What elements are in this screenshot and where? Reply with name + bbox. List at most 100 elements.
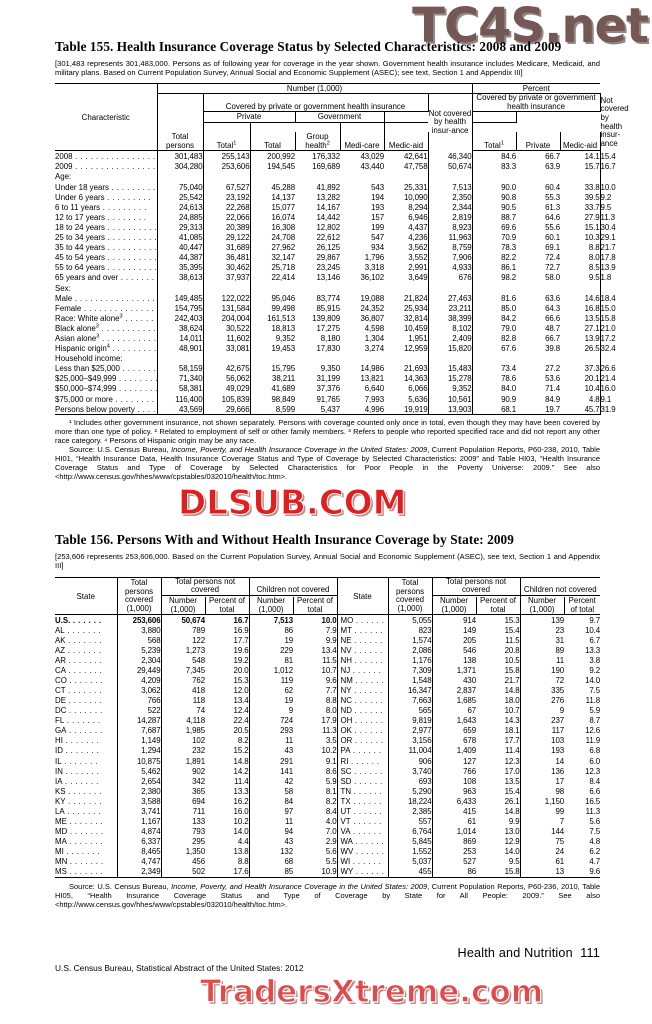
cell: 84.9 [545,394,561,404]
cell: 58,159 [157,363,204,374]
cell: 12,802 [316,222,340,232]
cell: 8.2 [293,796,338,807]
cell: 12.3 [476,756,521,767]
cell: 10.7 [476,705,521,716]
cell: 342 [192,776,205,786]
cell: 9.1 [293,756,338,767]
cell: 139,809 [312,313,340,323]
cell: 13,903 [428,403,473,415]
table-156-title: Table 156. Persons With and Without Heal… [55,532,514,547]
leader-dots: . . . . . . . [119,364,157,374]
cell: 365 [192,786,205,796]
cell: 30,522 [203,323,251,334]
cell: 18,224 [388,796,433,807]
cell: 69.1 [545,243,561,253]
cell: 27.2 [545,364,561,374]
state-label: OH . . . . . . [337,715,389,726]
table-row: MI . . . . . . . 8,465 1,350 13.8 132 5.6 WV … [55,846,601,857]
cell: 82.2 [501,253,517,263]
cell: 5.9 [589,706,601,716]
cell: 4,209 [117,675,162,686]
cell: 13.0 [476,826,521,837]
state-label: MI . . . . . . . [55,846,118,857]
cell: 8,923 [428,222,473,233]
cell: 694 [192,796,205,806]
cell: 7,513 [273,615,294,625]
state-label: TX . . . . . . [337,796,389,807]
cell: 11.5 [293,655,338,666]
cell: 82.8 [501,333,517,343]
row-label: $50,000–$74,999 . . . . . . . . . [55,383,158,394]
leader-dots: . . . . . . . [65,656,103,666]
cell: 2,409 [428,333,473,344]
cell: 78.3 [501,243,517,253]
page-footer-section: Health and Nutrition 111 [458,946,600,960]
cell [560,353,601,364]
cell: 16,308 [271,222,295,232]
state-label: OK . . . . . . [337,725,389,736]
cell: 5,290 [388,786,433,797]
table-row: AL . . . . . . . 3,880 789 16.9 86 7.9 MT . .… [55,625,600,636]
cell: 9.2 [589,666,601,676]
cell: 14.0 [585,676,601,686]
cell: 10.9 [293,866,338,878]
leader-dots: . . . . . . . . . [119,384,156,394]
cell: 12,959 [384,343,429,354]
cell: 295 [192,836,205,846]
cell [428,282,473,293]
cell: 190 [551,666,565,676]
cell: 8.0 [560,252,601,263]
cell: 72 [555,676,565,686]
table-row: Sex: [55,282,601,293]
cell: 200,992 [267,152,295,162]
table-155-source-pre: Source: U.S. Census Bureau, [69,445,172,455]
row-label: 25 to 34 years . . . . . . . . . . [55,232,158,243]
cell: 8,102 [428,323,473,334]
cell: 32,814 [384,312,429,323]
cell: 9.7 [589,615,601,625]
leader-dots: . . . . . . . [65,796,102,806]
cell: 17.9 [293,715,338,726]
leader-dots: . . . . . . [351,786,383,796]
cell: 237 [551,716,565,726]
th-government: Government [295,111,385,123]
leader-dots: . . . . . [137,404,156,414]
cell [203,353,251,364]
cell [250,353,295,363]
cell: 17,275 [316,323,340,333]
leader-dots: . . . . . . [351,696,384,706]
cell: 15,820 [428,343,473,354]
cell: 789 [192,625,205,635]
cell: 415 [463,806,477,816]
cell: 6,066 [384,383,429,394]
cell: 29,313 [157,222,204,233]
row-label: $75,000 or more . . . . . . . . . [55,393,158,404]
cell: 15.7 [560,161,601,172]
cell: 14.8 [476,685,521,696]
table-row: DC . . . . . . . 522 74 12.4 9 8.0 ND . . . .… [55,705,601,716]
cell: 64.3 [545,303,561,313]
state-label: FL . . . . . . . [55,715,118,726]
cell: 4,874 [117,826,162,837]
cell: 4,933 [428,262,473,273]
cell: 58.0 [545,273,561,283]
cell: 13 [520,866,564,878]
th-spacer-2 [157,122,204,132]
cell: 6.2 [589,846,601,856]
th2-children-not-covered-right: Children not covered [520,576,601,596]
cell: 14.1 [560,150,601,162]
cell: 14.0 [205,826,250,837]
cell: 103 [551,736,565,746]
cell: 16.7 [205,614,250,626]
cell [472,172,516,182]
cell: 3,588 [117,796,162,807]
leader-dots: . . . . . . . . . . [105,243,157,253]
leader-dots: . . . . . . [351,625,384,635]
leader-dots: . . . . . . . [62,736,100,746]
state-label: MA . . . . . . . [55,836,118,847]
table-155-source-post: , Current Population Reports, P60-238, 2… [55,445,601,482]
table-row: 12 to 17 years . . . . . . . . 24,885 22,… [55,211,615,223]
th2-total-covered-right: Total persons covered (1,000) [388,576,433,616]
th2-percent-3: Percent of total [476,597,521,616]
cell: 122,022 [203,292,251,303]
